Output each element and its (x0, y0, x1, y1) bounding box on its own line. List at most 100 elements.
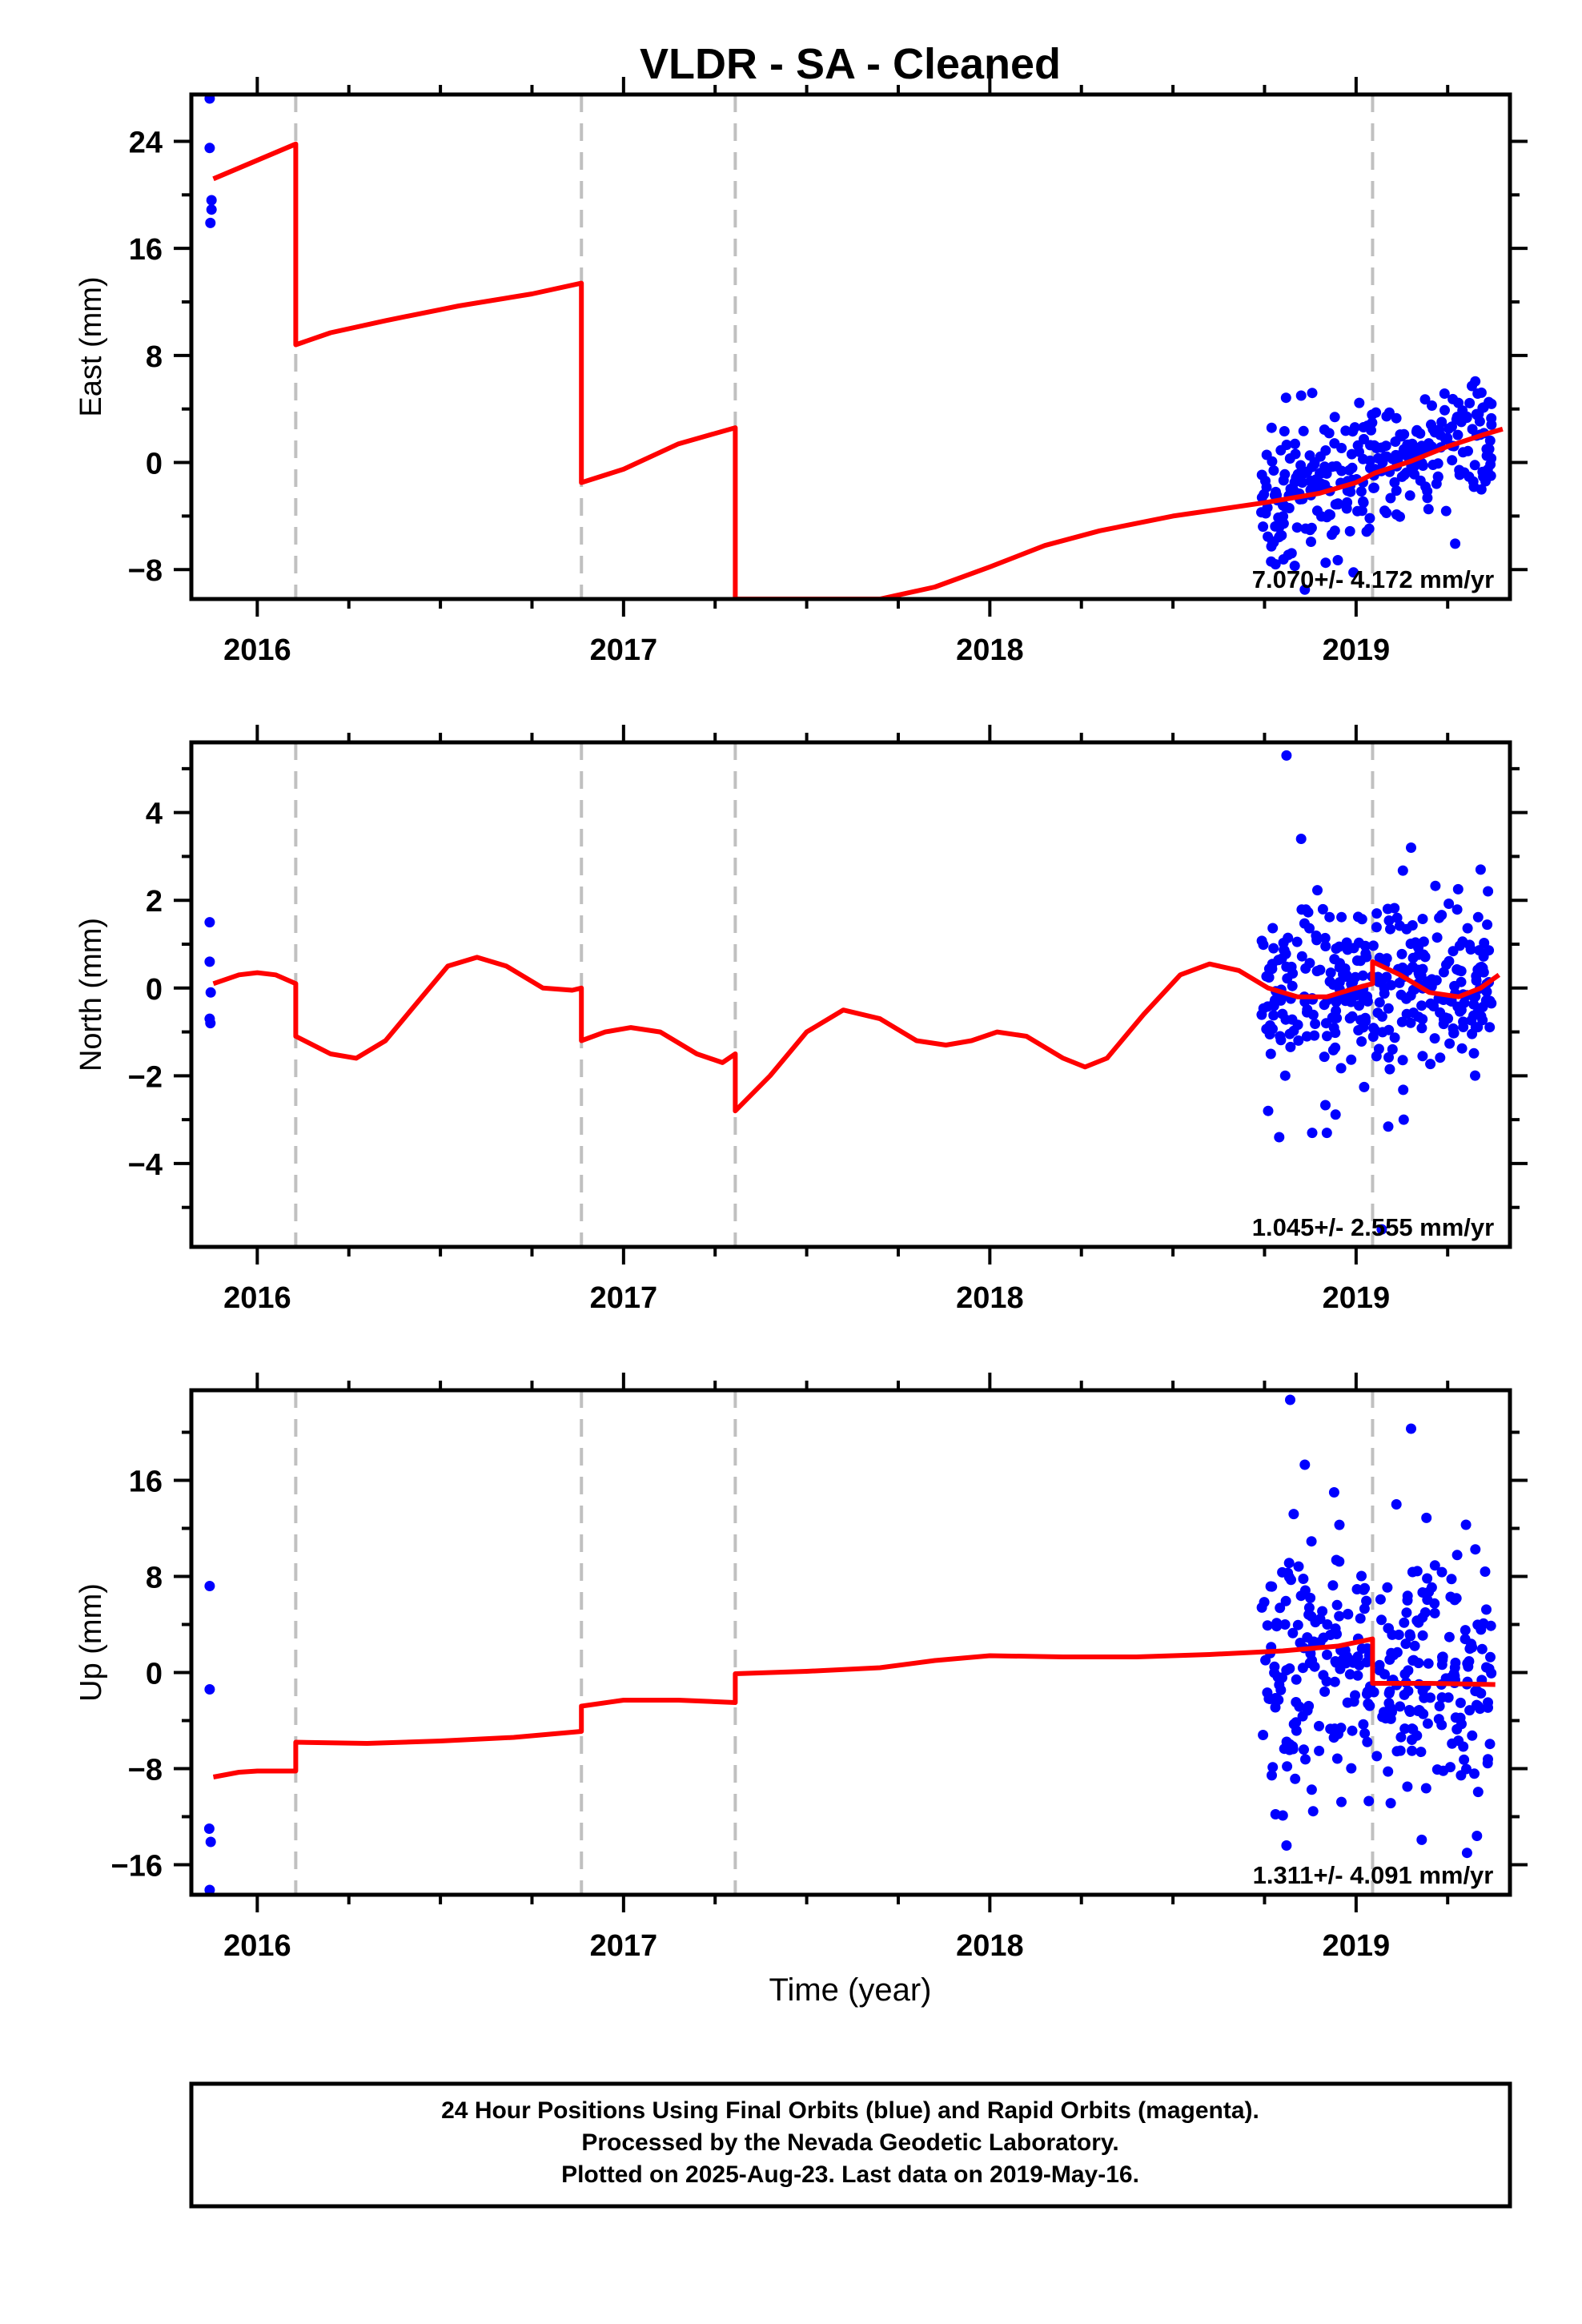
data-point (1395, 1701, 1406, 1712)
data-point (1293, 1035, 1304, 1046)
data-point (1334, 1519, 1345, 1530)
data-point (1373, 1043, 1384, 1055)
data-point (1290, 1773, 1301, 1784)
data-point (1309, 459, 1320, 469)
data-point (1412, 1706, 1423, 1716)
data-point (1270, 995, 1280, 1006)
data-point (1303, 1602, 1315, 1614)
data-point (1371, 1751, 1383, 1762)
data-point (1397, 1055, 1408, 1066)
data-point (1359, 1603, 1370, 1614)
x-tick-label: 2017 (590, 1281, 658, 1315)
data-point (1320, 941, 1331, 951)
data-point (1258, 939, 1269, 951)
data-point (1417, 1051, 1428, 1062)
data-point (1422, 1718, 1433, 1729)
data-point (1268, 943, 1279, 954)
data-point (1440, 505, 1452, 517)
data-point (1407, 1723, 1418, 1735)
data-point (1320, 557, 1331, 569)
data-point (1422, 976, 1433, 987)
data-point (1470, 1544, 1481, 1555)
data-point (1456, 1770, 1467, 1781)
data-point (1346, 996, 1356, 1007)
data-point (1374, 1659, 1385, 1671)
data-point (1320, 1100, 1331, 1111)
data-point (1281, 750, 1292, 761)
data-point (1342, 497, 1353, 508)
data-point (1279, 468, 1291, 480)
data-point (1341, 937, 1352, 948)
data-point (1423, 1658, 1434, 1669)
data-point (1329, 1723, 1340, 1735)
data-point (1383, 1051, 1394, 1063)
data-point (1319, 480, 1331, 491)
data-point (1306, 1536, 1317, 1547)
data-point (1452, 1001, 1464, 1012)
data-point (1395, 1731, 1407, 1743)
x-tick-label: 2016 (223, 1929, 291, 1963)
data-point (1470, 376, 1481, 387)
data-point (1361, 951, 1372, 963)
data-point (1402, 1590, 1413, 1602)
data-point (1472, 911, 1484, 923)
data-point (1439, 388, 1450, 399)
data-point (1467, 1642, 1478, 1653)
data-point (1403, 1665, 1414, 1676)
y-tick-label: 4 (146, 798, 163, 831)
data-point (1291, 936, 1303, 947)
data-point (1376, 1224, 1387, 1235)
data-point (1306, 477, 1317, 489)
up-y-axis-label: Up (mm) (74, 1583, 108, 1702)
data-point (1336, 465, 1347, 476)
data-point (1372, 1007, 1383, 1019)
east-y-axis-label: East (mm) (74, 276, 108, 416)
data-point (1366, 424, 1376, 436)
data-point (1363, 1795, 1375, 1807)
data-point (1432, 458, 1443, 469)
data-point (1329, 412, 1340, 423)
data-point (1484, 995, 1496, 1007)
data-point (1386, 979, 1397, 991)
data-point (1409, 1640, 1420, 1651)
data-point (1426, 419, 1436, 430)
data-point (1311, 966, 1323, 977)
data-point (1267, 1762, 1279, 1773)
data-point (1376, 1614, 1387, 1626)
data-point (1460, 1519, 1472, 1530)
north-y-axis-label: North (mm) (74, 918, 108, 1072)
data-point (204, 1884, 215, 1895)
data-point (1417, 1630, 1428, 1641)
data-point (1460, 1634, 1471, 1645)
data-point (1439, 404, 1450, 416)
data-point (1383, 1121, 1394, 1132)
data-point (1368, 1023, 1379, 1034)
data-point (1399, 1617, 1410, 1628)
data-point (1275, 1684, 1287, 1695)
panel-north: 2016 2017 2018 2019 −4 −2 0 2 4 North (mm) 1.045+/… (74, 725, 1528, 1315)
data-point (1352, 1670, 1363, 1681)
data-point (203, 1823, 215, 1834)
north-frame (189, 740, 1512, 1249)
data-point (1383, 915, 1395, 926)
data-point (1363, 523, 1375, 534)
data-point (1462, 923, 1473, 934)
data-point (1418, 936, 1429, 947)
data-point (1310, 1019, 1321, 1029)
data-point (1419, 394, 1431, 405)
data-point (1279, 1619, 1291, 1630)
data-point (1379, 988, 1390, 999)
x-tick-label: 2019 (1323, 1929, 1391, 1963)
data-point (1306, 1784, 1317, 1795)
data-point (1476, 387, 1487, 398)
data-point (1299, 1744, 1309, 1755)
data-point (1347, 1725, 1358, 1736)
data-point (1346, 1054, 1357, 1065)
data-point (1263, 1105, 1274, 1116)
data-point (1470, 1070, 1480, 1081)
data-point (1396, 471, 1407, 482)
data-point (205, 987, 216, 998)
data-point (1472, 1787, 1484, 1798)
data-point (1469, 992, 1480, 1003)
data-point (1445, 1762, 1456, 1773)
